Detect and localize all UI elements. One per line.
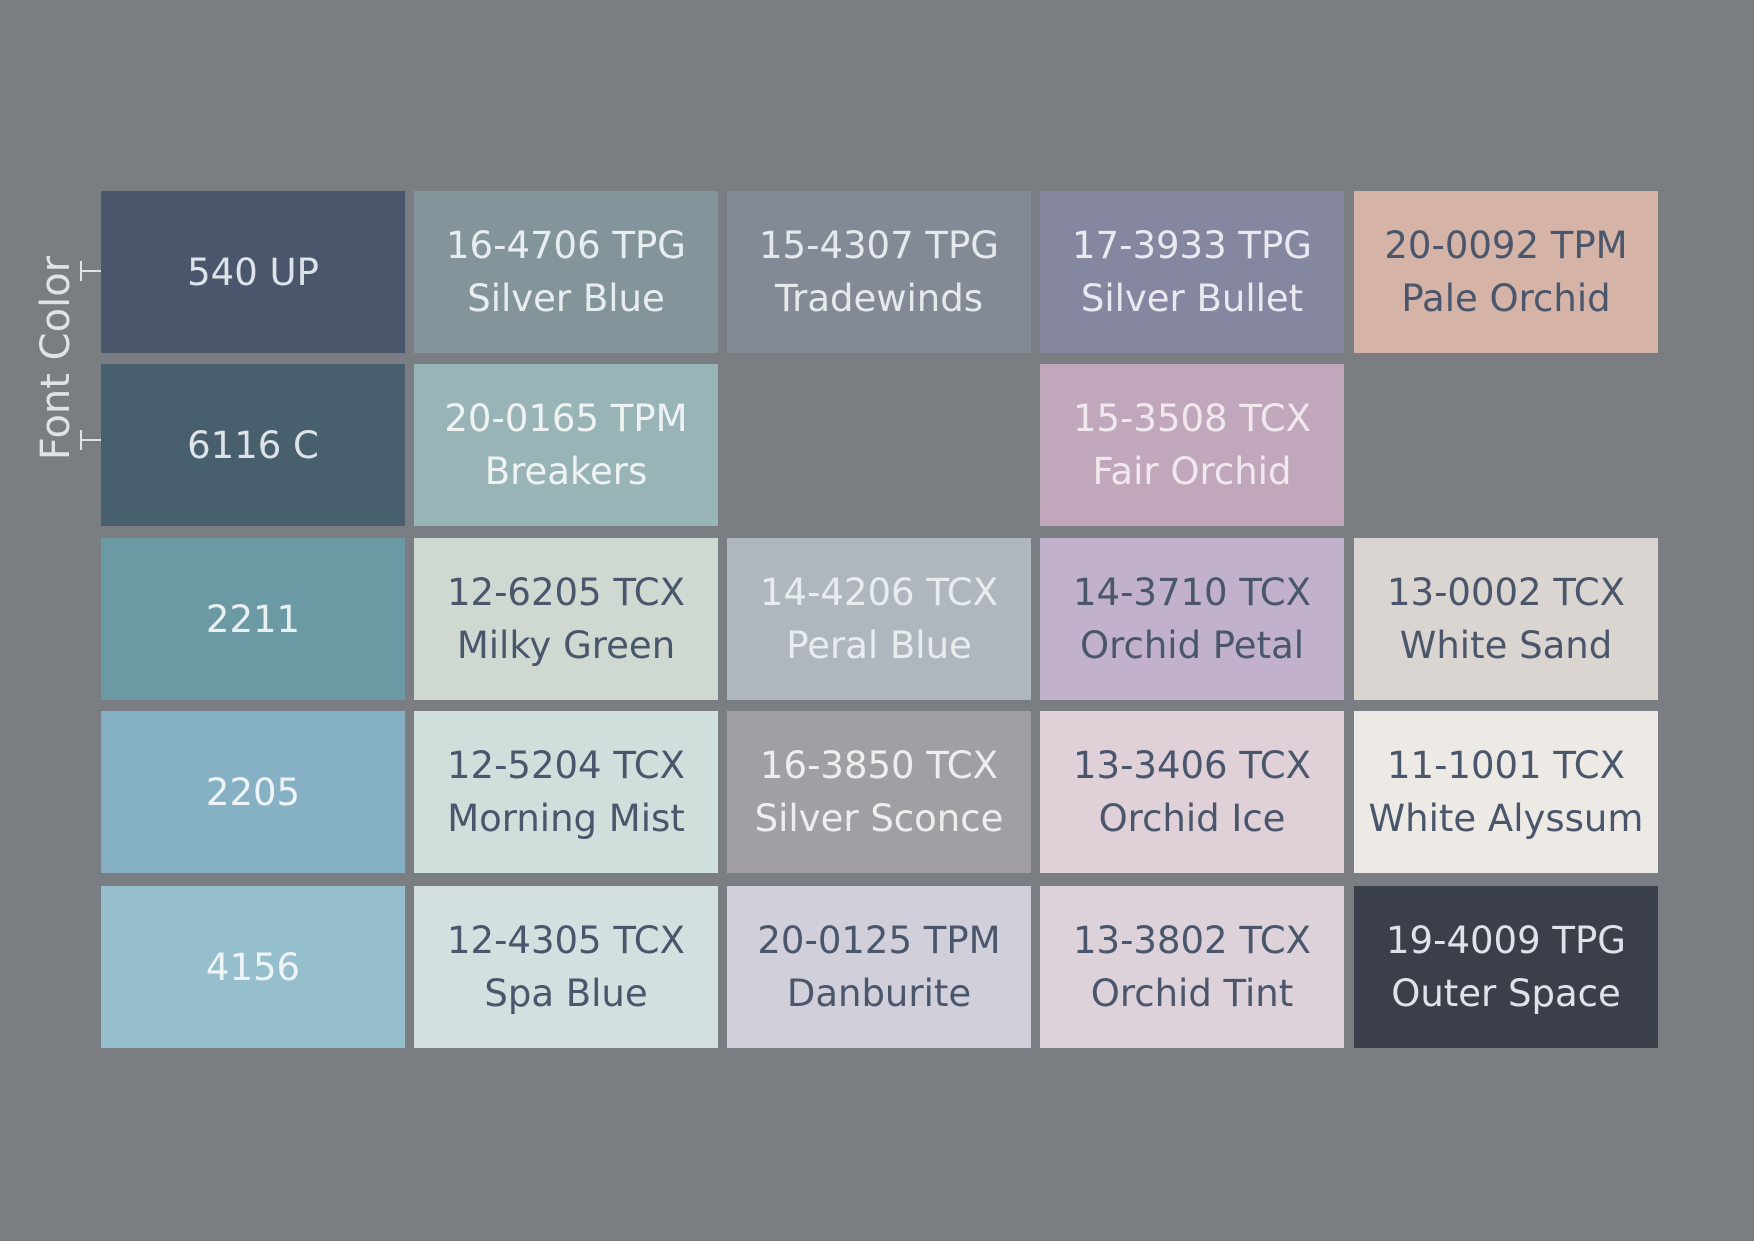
color-name: Breakers [484,450,648,493]
swatch: 12-4305 TCX Spa Blue [414,886,718,1048]
color-name: Morning Mist [447,797,685,840]
color-code: 15-4307 TPG [759,224,999,267]
swatch: 14-3710 TCX Orchid Petal [1040,538,1344,700]
color-name: White Alyssum [1368,797,1644,840]
swatch: 2211 [101,538,405,700]
color-name: Peral Blue [786,624,972,667]
color-code: 14-3710 TCX [1073,571,1311,614]
color-name: White Sand [1399,624,1613,667]
color-code: 16-3850 TCX [760,744,998,787]
color-code: 20-0092 TPM [1384,224,1628,267]
color-name: Danburite [786,972,972,1015]
tick [80,430,82,450]
color-name: Spa Blue [484,972,648,1015]
color-name: Silver Sconce [754,797,1004,840]
swatch: 20-0125 TPM Danburite [727,886,1031,1048]
color-code: 20-0165 TPM [444,397,688,440]
color-code: 15-3508 TCX [1073,397,1311,440]
swatch: 11-1001 TCX White Alyssum [1354,711,1658,873]
tick [80,261,82,281]
color-code: 19-4009 TPG [1386,919,1626,962]
color-code: 16-4706 TPG [446,224,686,267]
color-code: 13-0002 TCX [1387,571,1625,614]
tick [80,270,101,272]
color-name: Pale Orchid [1401,277,1611,320]
color-name: Silver Bullet [1080,277,1304,320]
color-name: Silver Blue [467,277,665,320]
swatch: 12-6205 TCX Milky Green [414,538,718,700]
swatch: 13-3406 TCX Orchid Ice [1040,711,1344,873]
color-code: 12-4305 TCX [447,919,685,962]
color-name: Fair Orchid [1092,450,1292,493]
swatch: 15-3508 TCX Fair Orchid [1040,364,1344,526]
swatch: 540 UP [101,191,405,353]
font-color-label: 2205 [205,770,301,814]
color-name: Tradewinds [774,277,984,320]
font-color-label: 540 UP [187,250,319,294]
swatch: 13-0002 TCX White Sand [1354,538,1658,700]
color-code: 14-4206 TCX [760,571,998,614]
swatch: 16-3850 TCX Silver Sconce [727,711,1031,873]
swatch: 12-5204 TCX Morning Mist [414,711,718,873]
color-code: 12-5204 TCX [447,744,685,787]
swatch: 14-4206 TCX Peral Blue [727,538,1031,700]
color-name: Milky Green [456,624,676,667]
color-code: 13-3802 TCX [1073,919,1311,962]
swatch: 16-4706 TPG Silver Blue [414,191,718,353]
swatch: 6116 C [101,364,405,526]
swatch: 13-3802 TCX Orchid Tint [1040,886,1344,1048]
font-color-label: 2211 [205,597,301,641]
color-code: 20-0125 TPM [757,919,1001,962]
swatch: 20-0165 TPM Breakers [414,364,718,526]
color-name: Orchid Ice [1098,797,1286,840]
color-code: 11-1001 TCX [1387,744,1625,787]
swatch: 19-4009 TPG Outer Space [1354,886,1658,1048]
color-code: 17-3933 TPG [1072,224,1312,267]
swatch: 2205 [101,711,405,873]
color-code: 12-6205 TCX [447,571,685,614]
color-name: Orchid Petal [1079,624,1305,667]
font-color-label: 4156 [205,945,301,989]
swatch: 20-0092 TPM Pale Orchid [1354,191,1658,353]
color-name: Orchid Tint [1090,972,1294,1015]
axis-label: Font Color [33,255,79,461]
tick [80,439,101,441]
color-name: Outer Space [1391,972,1621,1015]
font-color-label: 6116 C [187,423,319,467]
swatch: 17-3933 TPG Silver Bullet [1040,191,1344,353]
swatch: 15-4307 TPG Tradewinds [727,191,1031,353]
color-code: 13-3406 TCX [1073,744,1311,787]
swatch: 4156 [101,886,405,1048]
